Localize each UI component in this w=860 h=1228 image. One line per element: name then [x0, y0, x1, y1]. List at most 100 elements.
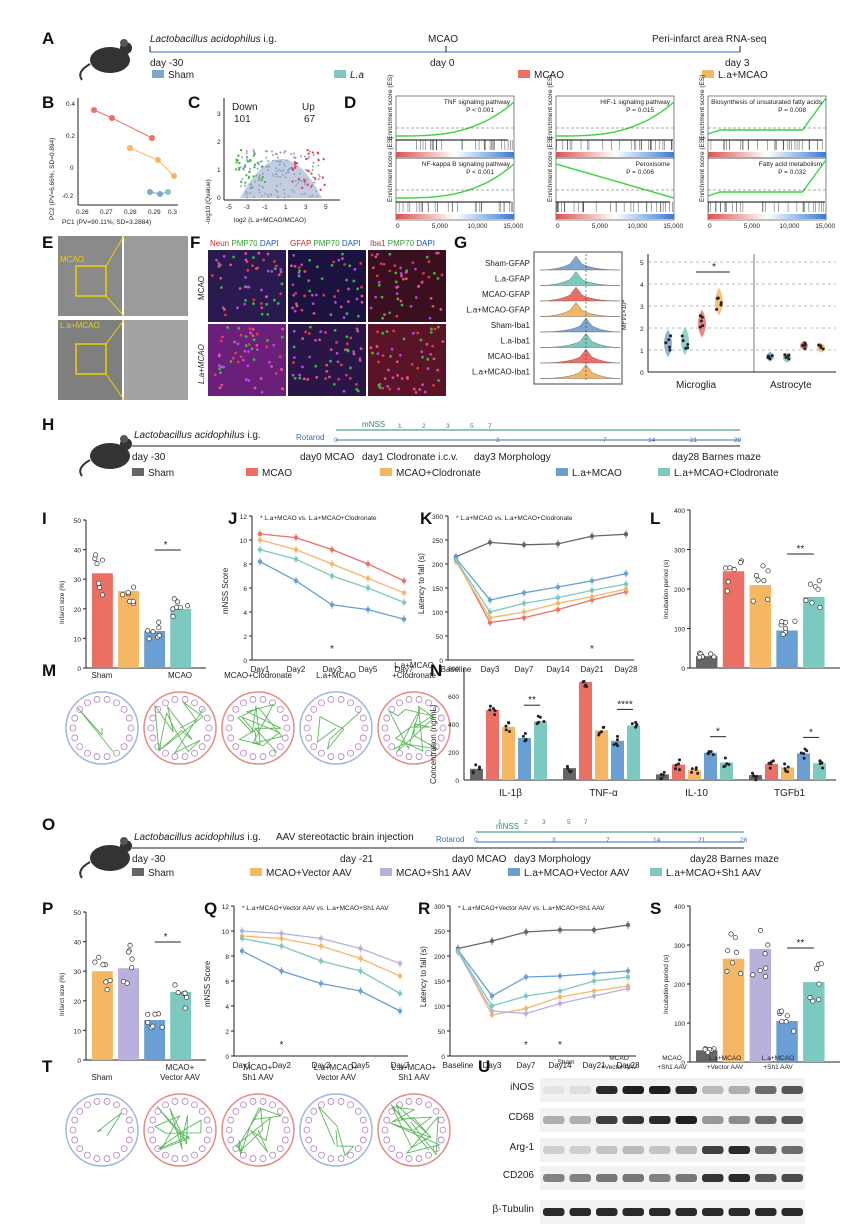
bar-point: [727, 565, 733, 571]
cell-dot: [352, 352, 356, 356]
cell-dot: [234, 351, 238, 355]
y-tick: 100: [432, 610, 443, 617]
x-tick: Baseline: [441, 665, 472, 674]
panel-label-G: G: [454, 233, 467, 252]
cell-dot: [421, 383, 424, 387]
maze-hole: [425, 699, 432, 707]
bar: [776, 630, 798, 668]
maze-title: MCAO+Clodronate: [224, 671, 292, 680]
series-point: [293, 535, 299, 540]
cell-dot: [411, 331, 415, 335]
volcano-point-down: [260, 178, 263, 182]
cell-dot: [248, 327, 252, 331]
cell-dot: [316, 265, 319, 269]
x-tick: Day7: [517, 1061, 536, 1070]
volcano-point-up: [303, 180, 307, 183]
maze-hole: [69, 1126, 77, 1134]
maze-hole: [147, 1126, 155, 1134]
svg-text:Astrocyte: Astrocyte: [770, 380, 812, 391]
volcano-point-down: [243, 164, 247, 167]
maze-hole: [276, 1145, 284, 1153]
bar-point: [723, 565, 729, 571]
maze-hole: [249, 696, 257, 703]
volcano-point-up: [310, 185, 313, 188]
bar-point: [708, 651, 714, 657]
volcano-point-down: [253, 166, 256, 169]
x-tick: Day3: [312, 1061, 331, 1070]
bar-point: [538, 715, 542, 719]
cell-dot: [243, 302, 247, 306]
volcano-point: [241, 167, 244, 170]
panel-label-A: A: [42, 29, 54, 48]
cell-dot: [251, 256, 255, 259]
cell-dot: [337, 377, 341, 381]
x-tick: Day2: [272, 1061, 291, 1070]
cell-dot: [400, 377, 404, 380]
bar-point: [182, 1005, 188, 1011]
series-point: [279, 943, 284, 949]
cell-dot: [255, 343, 259, 347]
histogram: [539, 348, 621, 364]
cell-dot: [436, 276, 440, 280]
svg-text:day0 MCAO: day0 MCAO: [452, 854, 507, 865]
chart-P: 0 10 20 30 40 50 Infarct size (%) *: [59, 910, 206, 1065]
series-point: [625, 968, 631, 974]
maze-title: Vector AAV: [316, 1073, 357, 1082]
cell-dot: [347, 287, 350, 291]
cell-dot: [293, 264, 297, 268]
cell-dot: [333, 295, 337, 298]
volcano-point-up: [323, 183, 326, 187]
cell-dot: [341, 252, 344, 256]
gsea-ylabel: Enrichment score (ES): [699, 137, 706, 202]
volcano-point: [245, 152, 248, 155]
panel-label-K: K: [420, 509, 433, 528]
series-line: [455, 559, 627, 613]
cell-dot: [388, 387, 392, 391]
bar-point: [784, 1013, 790, 1019]
x-tick: Day5: [351, 1061, 370, 1070]
volcano-point: [269, 193, 272, 196]
volcano-point: [254, 180, 257, 183]
maze-hole: [113, 1151, 120, 1159]
volcano-point: [245, 150, 248, 153]
maze-hole: [318, 749, 325, 757]
cell-dot: [345, 278, 348, 282]
cell-dot: [376, 352, 380, 356]
bar-point: [723, 756, 727, 760]
cell-dot: [360, 294, 364, 298]
cell-dot: [374, 295, 378, 299]
y-tick: 600: [448, 694, 459, 701]
cell-dot: [229, 263, 233, 267]
maze-hole: [181, 1155, 189, 1162]
maze-hole: [281, 714, 289, 722]
volcano-point-down: [260, 165, 264, 168]
series-point: [358, 946, 363, 951]
rotarod-day: 3: [496, 437, 500, 444]
cell-dot: [244, 299, 247, 302]
cell-dot: [266, 313, 270, 316]
bar-point: [750, 598, 756, 604]
violin-point: [766, 354, 770, 358]
maze-hole: [240, 699, 247, 707]
cell-dot: [431, 344, 435, 348]
maze-hole: [249, 753, 257, 760]
blot-column: MCAO: [609, 1055, 629, 1062]
maze-hole: [232, 743, 240, 751]
series-point: [489, 1003, 495, 1009]
bar-point: [615, 734, 619, 738]
cell-dot: [429, 296, 433, 300]
bar-point: [600, 730, 604, 734]
maze-hole: [281, 734, 289, 742]
volcano-point-down: [263, 180, 267, 184]
series-point: [453, 557, 459, 563]
chart-I: 0 10 20 30 40 50 Infarct size (%) *: [59, 518, 206, 673]
enrichment-curve: [396, 101, 515, 137]
cell-dot: [414, 391, 418, 394]
blot-band: [755, 1174, 777, 1182]
legend-label: L.a+MCAO+Sh1 AAV: [666, 868, 761, 879]
cell-dot: [420, 280, 424, 284]
cell-dot: [416, 331, 420, 335]
cell-dot: [246, 364, 250, 368]
cell-dot: [379, 262, 383, 266]
